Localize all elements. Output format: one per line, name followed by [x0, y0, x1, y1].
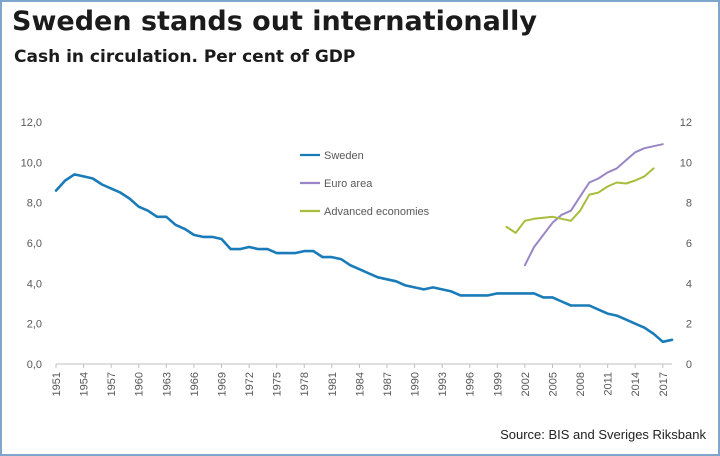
- chart-subtitle: Cash in circulation. Per cent of GDP: [14, 47, 356, 67]
- x-tick-label: 1957: [106, 372, 118, 396]
- series-line-advanced-economies: [505, 167, 655, 234]
- x-tick-label: 1981: [327, 372, 339, 396]
- legend-label-advanced-economies: Advanced economies: [324, 206, 430, 218]
- x-tick-label: 1972: [244, 372, 256, 396]
- legend-label-euro-area: Euro area: [324, 178, 373, 190]
- y-left-tick-label: 6,0: [27, 238, 42, 250]
- x-tick-label: 2002: [520, 372, 532, 396]
- y-left-tick-label: 12,0: [21, 117, 42, 129]
- y-left-tick-label: 4,0: [27, 278, 42, 290]
- y-left-tick-label: 8,0: [27, 198, 42, 210]
- y-right-tick-label: 10: [680, 157, 692, 169]
- y-right-tick-label: 12: [680, 117, 692, 129]
- x-tick-label: 1960: [134, 372, 146, 396]
- y-right-tick-label: 8: [686, 198, 692, 210]
- x-tick-label: 2017: [658, 372, 670, 396]
- y-right-tick-label: 6: [686, 238, 692, 250]
- series-line-euro-area: [523, 143, 664, 267]
- chart-title: Sweden stands out internationally: [12, 6, 537, 37]
- x-tick-label: 1999: [492, 372, 504, 396]
- x-tick-label: 1963: [161, 372, 173, 396]
- y-right-tick-label: 0: [686, 359, 692, 371]
- y-right-tick-label: 4: [686, 278, 692, 290]
- x-tick-label: 1990: [410, 372, 422, 396]
- series-line-sweden: [54, 173, 674, 344]
- x-tick-label: 2011: [603, 372, 615, 396]
- x-tick-label: 1978: [299, 372, 311, 396]
- x-tick-label: 1987: [382, 372, 394, 396]
- x-tick-label: 1966: [189, 372, 201, 396]
- x-tick-label: 2014: [630, 372, 642, 396]
- x-tick-label: 2008: [575, 372, 587, 396]
- y-left-tick-label: 10,0: [21, 157, 42, 169]
- x-tick-label: 1993: [437, 372, 449, 396]
- legend-label-sweden: Sweden: [324, 150, 364, 162]
- x-tick-label: 2005: [547, 372, 559, 396]
- y-right-tick-label: 2: [686, 319, 692, 331]
- x-tick-label: 1984: [354, 372, 366, 396]
- y-left-tick-label: 2,0: [27, 319, 42, 331]
- x-tick-label: 1996: [465, 372, 477, 396]
- y-left-tick-label: 0,0: [27, 359, 42, 371]
- source-note: Source: BIS and Sveriges Riksbank: [500, 427, 706, 442]
- x-tick-label: 1951: [51, 372, 63, 396]
- x-tick-label: 1969: [216, 372, 228, 396]
- x-tick-label: 1954: [79, 372, 91, 396]
- x-tick-label: 1975: [272, 372, 284, 396]
